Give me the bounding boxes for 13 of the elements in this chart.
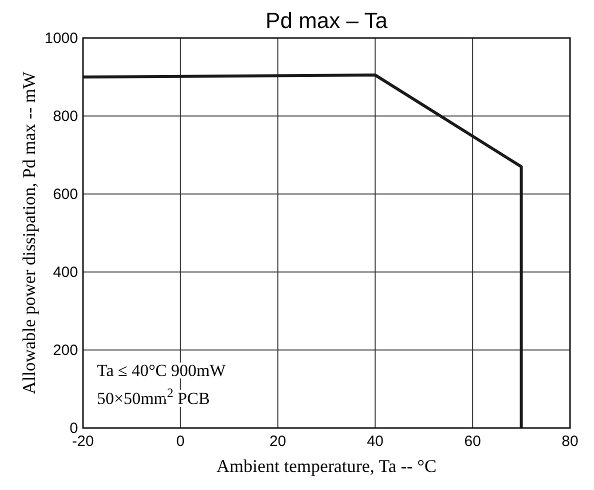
chart-title: Pd max – Ta: [266, 8, 388, 33]
y-axis-title: Allowable power dissipation, Pd max -- mW: [19, 72, 39, 394]
x-tick-label: 40: [366, 433, 384, 450]
y-tick-label: 1000: [44, 30, 78, 47]
y-tick-label: 400: [52, 264, 78, 281]
x-tick-label: 0: [176, 433, 185, 450]
x-tick-label: 60: [464, 433, 481, 450]
x-tick-label: 80: [562, 433, 578, 450]
y-tick-label: 200: [52, 342, 78, 359]
y-tick-label: 800: [52, 108, 78, 125]
x-tick-label: 20: [269, 433, 286, 450]
y-tick-label: 600: [52, 186, 78, 203]
x-axis-title: Ambient temperature, Ta -- °C: [216, 456, 437, 476]
